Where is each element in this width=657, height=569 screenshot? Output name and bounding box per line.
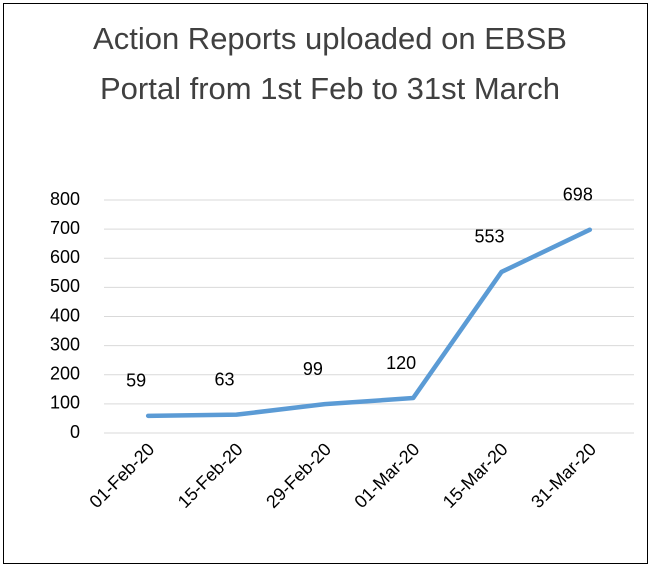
data-label: 120 [386, 353, 416, 373]
y-tick-label: 0 [70, 422, 80, 442]
y-tick-label: 400 [50, 305, 80, 325]
data-label: 59 [126, 371, 146, 391]
x-tick-label: 01-Feb-20 [85, 439, 158, 512]
chart-frame [3, 3, 648, 564]
x-tick-label: 31-Mar-20 [527, 439, 600, 512]
y-tick-label: 200 [50, 364, 80, 384]
data-line [145, 227, 593, 419]
data-label: 63 [214, 369, 234, 389]
y-tick-label: 800 [50, 189, 80, 209]
data-label: 553 [474, 227, 504, 247]
x-tick-label: 01-Mar-20 [350, 439, 423, 512]
y-tick-label: 700 [50, 218, 80, 238]
x-tick-label: 29-Feb-20 [262, 439, 335, 512]
chart-title: Action Reports uploaded on EBSB Portal f… [93, 21, 567, 106]
y-tick-label: 100 [50, 393, 80, 413]
data-label: 698 [563, 184, 593, 204]
y-tick-label: 300 [50, 334, 80, 354]
y-tick-label: 600 [50, 247, 80, 267]
x-tick-label: 15-Feb-20 [174, 439, 247, 512]
x-tick-label: 15-Mar-20 [439, 439, 512, 512]
y-tick-label: 500 [50, 276, 80, 296]
data-label: 99 [303, 359, 323, 379]
